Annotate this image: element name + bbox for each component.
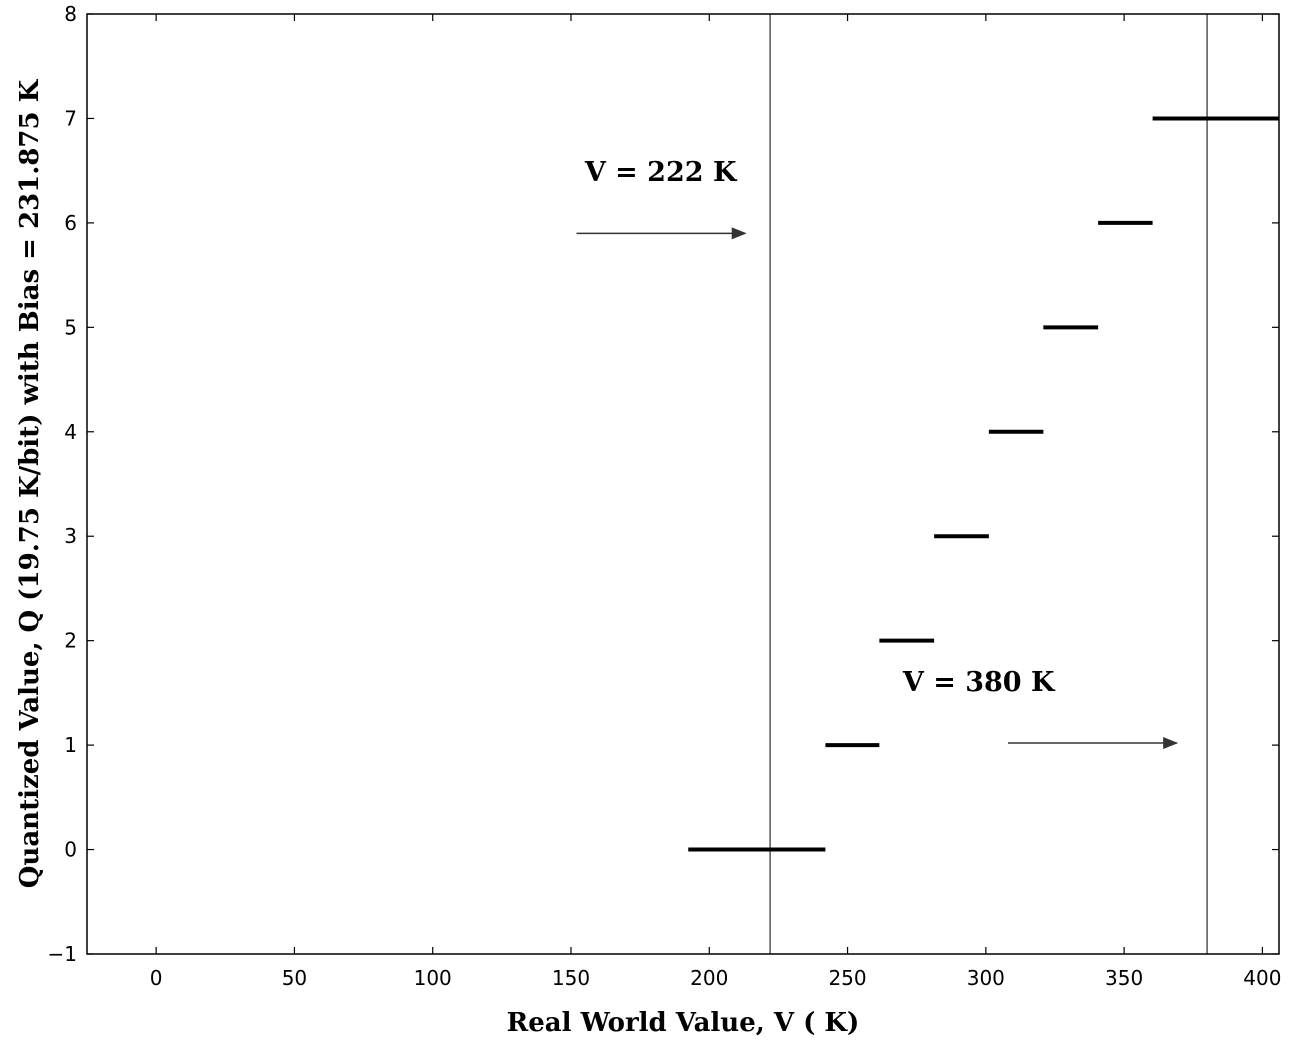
- x-tick-label: 50: [282, 966, 307, 990]
- y-tick-label: 0: [64, 838, 77, 862]
- y-tick-label: 3: [64, 524, 77, 548]
- x-tick-label: 350: [1105, 966, 1143, 990]
- x-tick-label: 400: [1243, 966, 1281, 990]
- annotation-label: V = 222 K: [584, 157, 738, 188]
- reference-lines: [769, 14, 1208, 954]
- x-tick-label: 250: [828, 966, 866, 990]
- plot-area-frame: [86, 13, 1280, 955]
- y-tick-label: 6: [64, 211, 77, 235]
- y-tick-label: 5: [64, 315, 77, 339]
- x-tick-label: 300: [967, 966, 1005, 990]
- x-axis-label: Real World Value, V ( K): [507, 1008, 860, 1038]
- x-tick-label: 200: [690, 966, 728, 990]
- y-tick-label: −1: [48, 942, 77, 966]
- x-tick-label: 0: [150, 966, 163, 990]
- x-tick-label: 150: [552, 966, 590, 990]
- annotation-label: V = 380 K: [902, 667, 1056, 698]
- annotations: V = 222 K V = 380 K: [576, 157, 1179, 750]
- axis-ticks: 0 50 100 150 200 250 300 350 400 −1 0 1 2 3 4 5 6 7 8: [48, 2, 1282, 990]
- y-axis-label: Quantized Value, Q (19.75 K/bit) with Bi…: [15, 78, 45, 888]
- y-tick-label: 8: [64, 2, 77, 26]
- y-tick-label: 1: [64, 733, 77, 757]
- y-tick-label: 2: [64, 629, 77, 653]
- x-tick-label: 100: [414, 966, 452, 990]
- y-tick-label: 4: [64, 420, 77, 444]
- y-tick-label: 7: [64, 106, 77, 130]
- quantization-steps: [688, 116, 1279, 852]
